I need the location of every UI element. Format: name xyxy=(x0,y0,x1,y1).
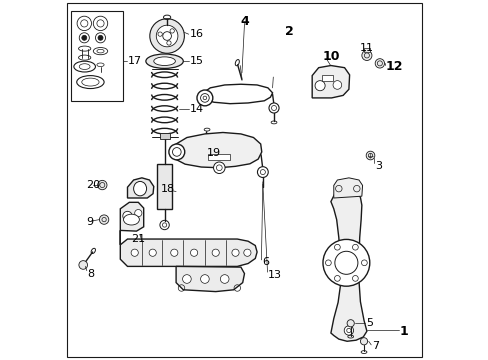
Polygon shape xyxy=(120,202,143,231)
Polygon shape xyxy=(174,132,261,168)
Circle shape xyxy=(332,81,341,89)
Circle shape xyxy=(212,249,219,256)
Polygon shape xyxy=(202,84,272,104)
Circle shape xyxy=(334,275,340,281)
Text: 1: 1 xyxy=(399,325,408,338)
Circle shape xyxy=(98,35,103,40)
Circle shape xyxy=(79,261,87,269)
Text: 5: 5 xyxy=(366,318,372,328)
Circle shape xyxy=(361,50,371,60)
Circle shape xyxy=(99,215,108,224)
Polygon shape xyxy=(330,189,366,341)
Circle shape xyxy=(314,81,325,91)
Text: 14: 14 xyxy=(189,104,203,114)
Circle shape xyxy=(360,338,367,345)
Circle shape xyxy=(131,249,138,256)
Bar xyxy=(322,75,332,81)
Ellipse shape xyxy=(145,54,183,68)
Ellipse shape xyxy=(133,181,146,196)
Text: 12: 12 xyxy=(385,60,403,73)
Bar xyxy=(157,164,171,209)
Text: 15: 15 xyxy=(189,56,203,66)
Polygon shape xyxy=(208,154,230,160)
Circle shape xyxy=(156,25,178,47)
Circle shape xyxy=(98,180,107,190)
Text: 4: 4 xyxy=(241,15,249,28)
Text: 10: 10 xyxy=(322,50,340,63)
Text: 16: 16 xyxy=(189,29,203,39)
Text: 2: 2 xyxy=(284,25,293,38)
Circle shape xyxy=(334,244,340,250)
Circle shape xyxy=(134,210,142,217)
Circle shape xyxy=(346,320,354,327)
Text: 11: 11 xyxy=(359,43,373,53)
Circle shape xyxy=(200,275,209,283)
Circle shape xyxy=(197,90,212,106)
Text: 8: 8 xyxy=(87,269,94,279)
Circle shape xyxy=(149,249,156,256)
Circle shape xyxy=(268,103,279,113)
Polygon shape xyxy=(311,66,349,98)
Circle shape xyxy=(168,144,184,160)
Text: 3: 3 xyxy=(374,161,381,171)
Polygon shape xyxy=(127,178,153,198)
Circle shape xyxy=(122,211,132,221)
Text: 6: 6 xyxy=(261,257,268,267)
Circle shape xyxy=(352,244,358,250)
Bar xyxy=(71,11,123,101)
Circle shape xyxy=(81,35,87,40)
Ellipse shape xyxy=(153,57,175,66)
Bar xyxy=(159,133,169,139)
Ellipse shape xyxy=(123,214,139,225)
Text: 20: 20 xyxy=(86,180,100,190)
Text: 9: 9 xyxy=(86,217,93,228)
Circle shape xyxy=(325,260,330,266)
Text: 21: 21 xyxy=(131,234,145,244)
Text: 19: 19 xyxy=(206,148,221,158)
Circle shape xyxy=(220,275,228,283)
Circle shape xyxy=(344,326,353,335)
Circle shape xyxy=(257,167,268,177)
Text: 7: 7 xyxy=(371,341,379,351)
Circle shape xyxy=(149,19,184,53)
Bar xyxy=(363,48,369,52)
Circle shape xyxy=(213,162,224,174)
Polygon shape xyxy=(120,230,257,266)
Circle shape xyxy=(182,275,191,283)
Text: 17: 17 xyxy=(128,56,142,66)
Circle shape xyxy=(190,249,197,256)
Polygon shape xyxy=(333,178,362,198)
Circle shape xyxy=(244,249,250,256)
Circle shape xyxy=(374,59,384,68)
Text: 18: 18 xyxy=(160,184,174,194)
Circle shape xyxy=(231,249,239,256)
Circle shape xyxy=(170,249,178,256)
Polygon shape xyxy=(176,266,244,292)
Circle shape xyxy=(352,275,358,281)
Text: 13: 13 xyxy=(267,270,281,280)
Circle shape xyxy=(322,239,369,286)
Circle shape xyxy=(361,260,366,266)
Circle shape xyxy=(366,151,374,160)
